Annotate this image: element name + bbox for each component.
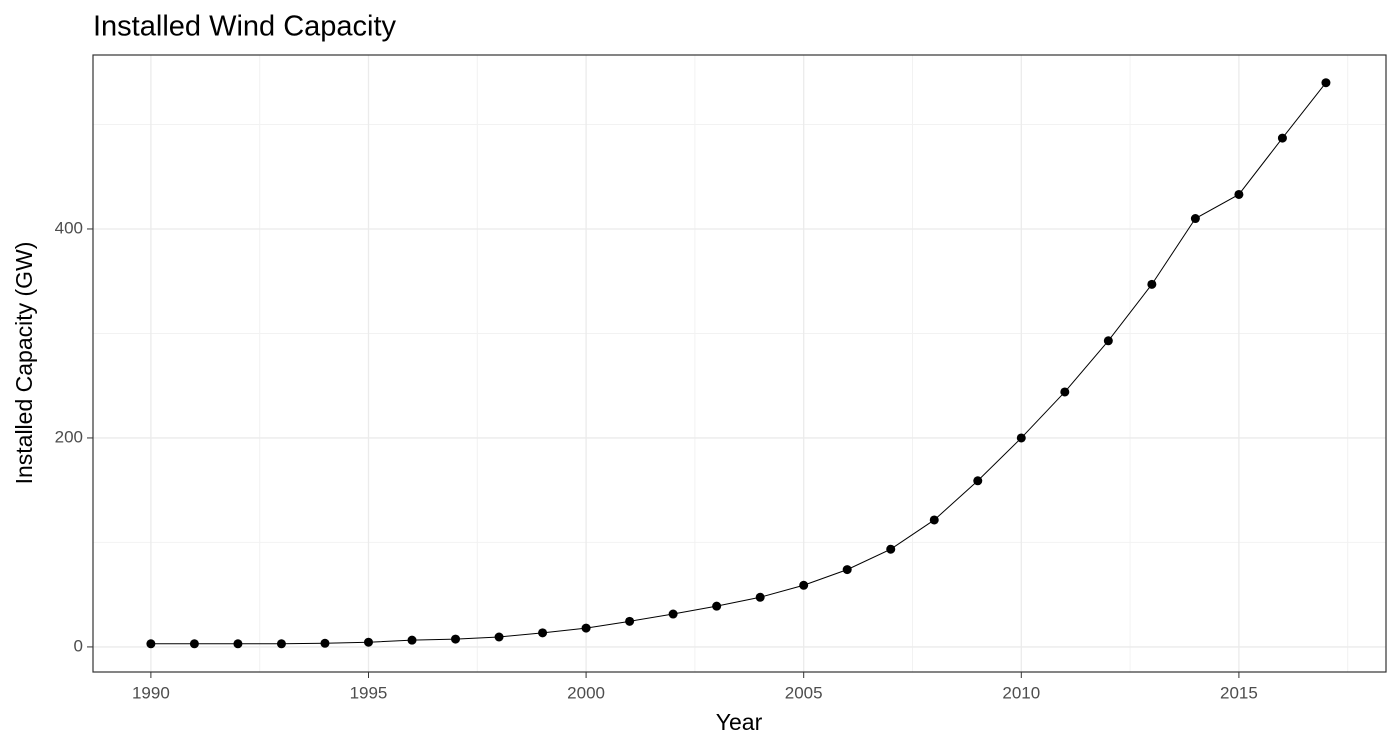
point (146, 639, 156, 649)
point (538, 628, 548, 638)
point (581, 623, 591, 633)
x-axis-title: Year (716, 709, 763, 735)
point (1190, 214, 1200, 224)
point (451, 634, 461, 644)
x-tick-label: 1995 (350, 683, 388, 702)
point (494, 632, 504, 642)
x-tick-label: 2010 (1002, 683, 1040, 702)
point (755, 592, 765, 602)
point (1060, 387, 1070, 397)
point (1147, 279, 1157, 289)
point (1234, 189, 1244, 199)
y-tick-label: 200 (55, 427, 83, 446)
point (1016, 433, 1026, 443)
point (668, 609, 678, 619)
x-tick-label: 2015 (1220, 683, 1258, 702)
point (712, 601, 722, 611)
point (320, 638, 330, 648)
point (929, 515, 939, 525)
y-tick-label: 0 (74, 636, 83, 655)
point (625, 616, 635, 626)
point (189, 639, 199, 649)
point (842, 565, 852, 575)
point (1321, 78, 1331, 88)
point (363, 637, 373, 647)
line (150, 82, 1327, 645)
chart-title: Installed Wind Capacity (93, 11, 397, 43)
panel-border (92, 54, 1387, 673)
point (1277, 133, 1287, 143)
point (886, 544, 896, 554)
x-tick-label: 2000 (567, 683, 605, 702)
y-tick-label: 400 (55, 218, 83, 237)
point (407, 635, 417, 645)
point (799, 580, 809, 590)
point (973, 476, 983, 486)
point (233, 639, 243, 649)
x-tick-label: 1990 (132, 683, 170, 702)
point (1103, 336, 1113, 346)
point (276, 639, 286, 649)
y-axis-title: Installed Capacity (GW) (11, 242, 37, 485)
x-tick-label: 2005 (785, 683, 823, 702)
